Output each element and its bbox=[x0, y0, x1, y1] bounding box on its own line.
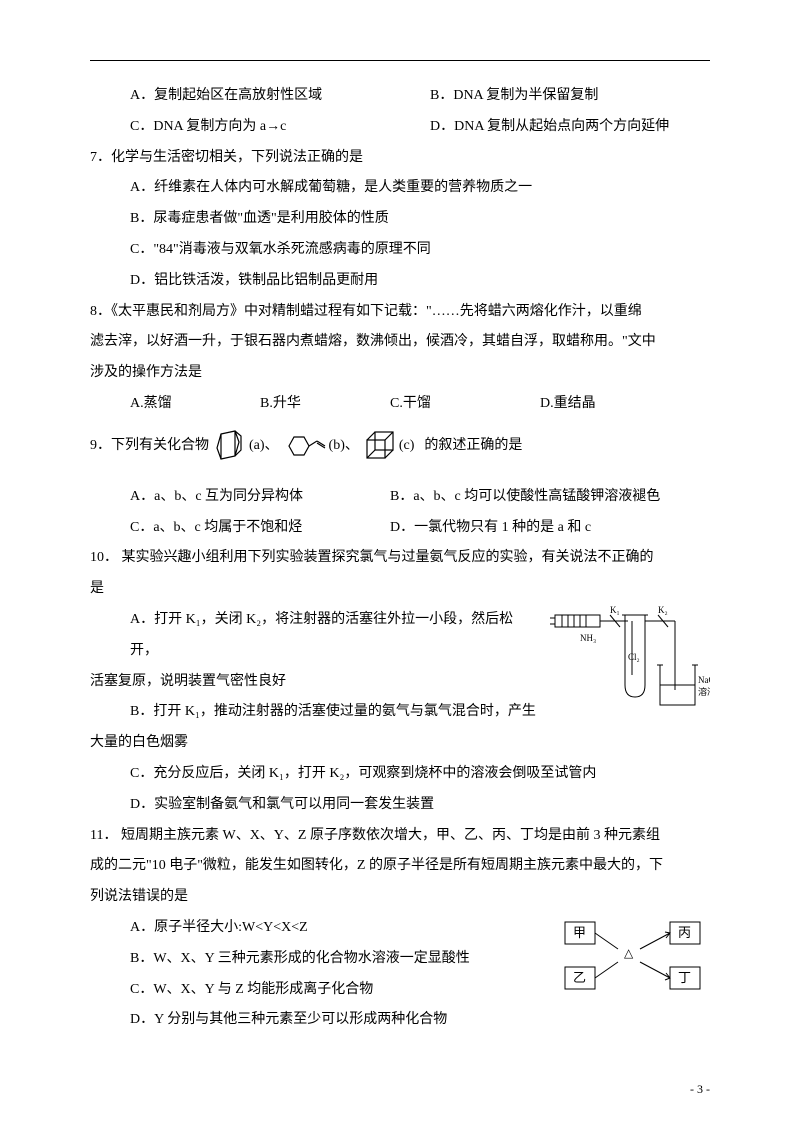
q7-opt-c: C．"84"消毒液与双氧水杀死流感病毒的原理不同 bbox=[130, 235, 710, 266]
q7-opt-d: D．铝比铁活泼，铁制品比铝制品更耐用 bbox=[130, 266, 710, 297]
q10-stem-line1: 10． 某实验兴趣小组利用下列实验装置探究氯气与过量氨气反应的实验，有关说法不正… bbox=[90, 543, 710, 574]
q10-opt-c: C．充分反应后，关闭 K₁，打开 K₂，可观察到烧杯中的溶液会倒吸至试管内 bbox=[130, 759, 710, 790]
top-rule bbox=[90, 60, 710, 61]
q11-stem-line3: 列说法错误的是 bbox=[90, 882, 710, 913]
node-bing: 丙 bbox=[678, 925, 691, 940]
k1-label: K₁ bbox=[610, 605, 620, 615]
page-number: - 3 - bbox=[690, 1076, 710, 1102]
q9-stem: 9．下列有关化合物 (a)、 (b)、 bbox=[90, 426, 710, 466]
q10-apparatus-diagram: NH₃ K₁ K₂ Cl₂ NaOH 溶液 bbox=[550, 605, 710, 725]
q9-opt-c: C．a、b、c 均属于不饱和烃 bbox=[130, 513, 390, 544]
q7-opt-a: A．纤维素在人体内可水解成葡萄糖，是人类重要的营养物质之一 bbox=[130, 173, 710, 204]
q9-opt-d: D．一氯代物只有 1 种的是 a 和 c bbox=[390, 513, 591, 544]
solution-label: 溶液 bbox=[698, 686, 710, 697]
q7-stem: 7．化学与生活密切相关，下列说法正确的是 bbox=[90, 143, 710, 174]
node-yi: 乙 bbox=[573, 970, 586, 985]
q7-opt-b: B．尿毒症患者做"血透"是利用胶体的性质 bbox=[130, 204, 710, 235]
q9-label-c: (c) bbox=[399, 436, 415, 456]
naoh-label: NaOH bbox=[698, 675, 710, 685]
q8-opt-a: A.蒸馏 bbox=[130, 389, 260, 420]
q9-prefix: 9．下列有关化合物 bbox=[90, 436, 209, 456]
compound-a-icon bbox=[209, 426, 249, 466]
q6-options-row1: A．复制起始区在高放射性区域 B．DNA 复制为半保留复制 bbox=[90, 81, 710, 112]
cl2-label: Cl₂ bbox=[628, 652, 640, 662]
spacer bbox=[90, 472, 710, 482]
q11-opt-d: D．Y 分别与其他三种元素至少可以形成两种化合物 bbox=[130, 1005, 710, 1036]
q11-flow-diagram: 甲 乙 丙 丁 △ bbox=[560, 917, 710, 1002]
q9-label-b: (b)、 bbox=[329, 436, 359, 456]
q10-opt-b2: 大量的白色烟雾 bbox=[90, 728, 710, 759]
k2-label: K₂ bbox=[658, 605, 668, 615]
q8-opt-b: B.升华 bbox=[260, 389, 390, 420]
q9-suffix: 的叙述正确的是 bbox=[424, 436, 522, 456]
q9-opt-b: B．a、b、c 均可以使酸性高锰酸钾溶液褪色 bbox=[390, 482, 660, 513]
compound-b-icon bbox=[279, 429, 329, 463]
q6-options-row2: C．DNA 复制方向为 a→c D．DNA 复制从起始点向两个方向延伸 bbox=[90, 112, 710, 143]
q10-stem-line2: 是 bbox=[90, 574, 710, 605]
q11-stem-line1: 11． 短周期主族元素 W、X、Y、Z 原子序数依次增大，甲、乙、丙、丁均是由前… bbox=[90, 821, 710, 852]
exam-page: A．复制起始区在高放射性区域 B．DNA 复制为半保留复制 C．DNA 复制方向… bbox=[0, 0, 800, 1132]
q9-options-row2: C．a、b、c 均属于不饱和烃 D．一氯代物只有 1 种的是 a 和 c bbox=[90, 513, 710, 544]
node-jia: 甲 bbox=[573, 925, 586, 940]
q8-stem-line3: 涉及的操作方法是 bbox=[90, 358, 710, 389]
q8-stem-line1: 8．《太平惠民和剂局方》中对精制蜡过程有如下记载："……先将蜡六两熔化作汁，以重… bbox=[90, 297, 710, 328]
q8-options: A.蒸馏 B.升华 C.干馏 D.重结晶 bbox=[90, 389, 710, 420]
nh3-label: NH₃ bbox=[580, 633, 596, 643]
q11-stem-line2: 成的二元"10 电子"微粒，能发生如图转化，Z 的原子半径是所有短周期主族元素中… bbox=[90, 851, 710, 882]
q9-label-a: (a)、 bbox=[249, 436, 279, 456]
q9-opt-a: A．a、b、c 互为同分异构体 bbox=[130, 482, 390, 513]
node-ding: 丁 bbox=[678, 970, 691, 985]
q8-opt-c: C.干馏 bbox=[390, 389, 540, 420]
q6-opt-d: D．DNA 复制从起始点向两个方向延伸 bbox=[430, 112, 690, 143]
q6-opt-b: B．DNA 复制为半保留复制 bbox=[430, 81, 690, 112]
q8-stem-line2: 滤去滓，以好酒一升，于银石器内煮蜡熔，数沸倾出，候酒冷，其蜡自浮，取蜡称用。"文… bbox=[90, 327, 710, 358]
delta-label: △ bbox=[624, 946, 634, 960]
compound-c-icon bbox=[359, 426, 399, 466]
q8-opt-d: D.重结晶 bbox=[540, 389, 596, 420]
q10-opt-d: D．实验室制备氨气和氯气可以用同一套发生装置 bbox=[130, 790, 710, 821]
q9-options-row1: A．a、b、c 互为同分异构体 B．a、b、c 均可以使酸性高锰酸钾溶液褪色 bbox=[90, 482, 710, 513]
q6-opt-a: A．复制起始区在高放射性区域 bbox=[130, 81, 390, 112]
q6-opt-c: C．DNA 复制方向为 a→c bbox=[130, 112, 390, 143]
